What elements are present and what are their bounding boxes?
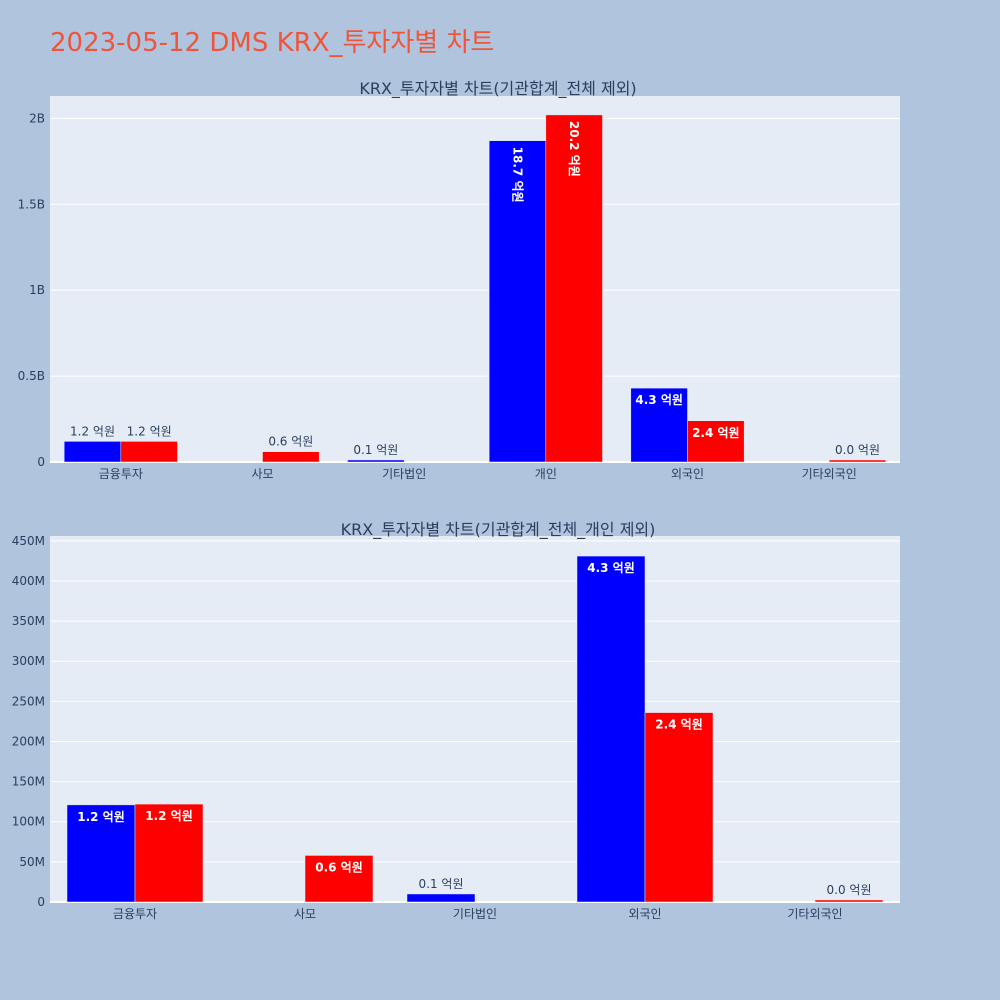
bar-label: 2.4 억원 — [692, 426, 740, 440]
bar — [120, 441, 178, 463]
bar-label: 0.1 억원 — [419, 877, 464, 891]
x-tick-label: 기타외국인 — [802, 467, 857, 481]
bar-label: 0.0 억원 — [827, 883, 872, 897]
x-tick-label: 외국인 — [628, 907, 661, 921]
bar-label: 0.6 억원 — [315, 860, 363, 874]
bar — [828, 459, 887, 463]
bar — [687, 420, 745, 463]
y-tick-label: 0 — [37, 455, 45, 469]
bar-label: 1.2 억원 — [70, 424, 115, 438]
bar — [262, 451, 320, 463]
bar-label: 0.0 억원 — [835, 443, 880, 457]
y-tick-label: 1.5B — [18, 197, 45, 211]
x-tick-label: 기타법인 — [453, 907, 497, 921]
bar-label: 18.7 억원 — [511, 147, 525, 203]
y-tick-label: 1B — [29, 283, 45, 297]
x-tick-label: 사모 — [251, 467, 273, 481]
bar — [134, 803, 204, 903]
x-tick-label: 개인 — [535, 467, 557, 481]
plot-area — [50, 96, 900, 462]
y-tick-label: 200M — [12, 734, 45, 748]
y-tick-label: 2B — [29, 111, 45, 125]
y-tick-label: 0 — [37, 895, 45, 909]
bar — [630, 387, 688, 463]
bar-label: 1.2 억원 — [145, 809, 193, 823]
chart-title: KRX_투자자별 차트(기관합계_전체_개인 제외) — [341, 520, 656, 540]
bar-label: 4.3 억원 — [587, 561, 635, 575]
bar — [488, 140, 547, 463]
bar-label: 20.2 억원 — [567, 121, 581, 177]
bar-label: 1.2 억원 — [127, 424, 172, 438]
bar-label: 1.2 억원 — [77, 810, 125, 824]
x-tick-label: 사모 — [294, 907, 316, 921]
bar — [576, 555, 646, 903]
x-tick-label: 기타외국인 — [787, 907, 842, 921]
y-tick-label: 450M — [12, 534, 45, 548]
y-tick-label: 0.5B — [18, 369, 45, 383]
page-title: 2023-05-12 DMS KRX_투자자별 차트 — [50, 28, 495, 58]
y-tick-label: 250M — [12, 694, 45, 708]
bar — [406, 893, 476, 903]
y-tick-label: 350M — [12, 614, 45, 628]
chart-title: KRX_투자자별 차트(기관합계_전체 제외) — [359, 79, 636, 99]
bar-label: 0.1 억원 — [353, 443, 398, 457]
y-tick-label: 50M — [19, 855, 45, 869]
bar-label: 4.3 억원 — [635, 393, 683, 407]
x-tick-label: 기타법인 — [382, 467, 426, 481]
bar — [644, 712, 714, 903]
x-tick-label: 금융투자 — [99, 467, 143, 481]
y-tick-label: 400M — [12, 574, 45, 588]
bar — [545, 114, 603, 463]
bar-label: 0.6 억원 — [268, 435, 313, 449]
y-tick-label: 300M — [12, 654, 45, 668]
y-tick-label: 100M — [12, 815, 45, 829]
bar — [347, 459, 405, 463]
x-tick-label: 금융투자 — [113, 907, 157, 921]
bar — [63, 441, 122, 463]
bar-label: 2.4 억원 — [655, 718, 703, 732]
bar — [304, 855, 374, 903]
bar — [814, 899, 884, 903]
chart-bottom: 0 50M 100M 150M 200M 250M 300M 350M 400M 450M KRX_… — [12, 520, 900, 921]
x-tick-label: 외국인 — [671, 467, 704, 481]
chart-top: 0 0.5B 1B 1.5B 2B KRX_투자자별 차트(기관합계_전체 제외) 금융투자… — [18, 79, 900, 481]
y-tick-label: 150M — [12, 775, 45, 789]
